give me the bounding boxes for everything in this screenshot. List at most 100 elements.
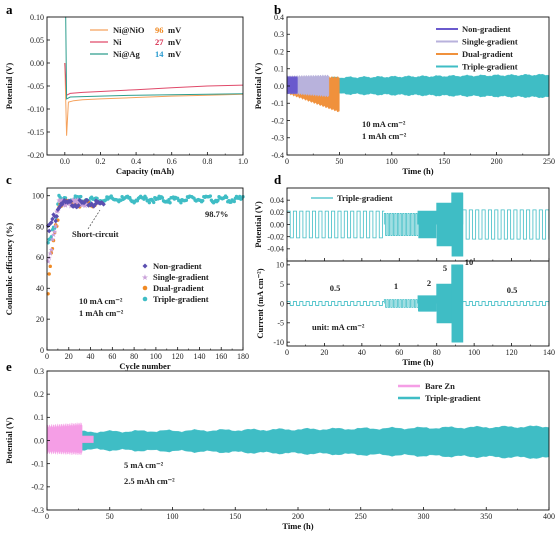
- point-Non-gradient: [46, 228, 52, 234]
- rate-label-1: 1: [394, 281, 398, 291]
- rate-label-0: 0.5: [330, 283, 341, 293]
- panel-d-xlabel: Time (h): [402, 357, 433, 367]
- point-Triple-gradient: [184, 198, 189, 202]
- panel-c-annotation-ce: 98.7%: [205, 209, 228, 219]
- series-band-Triple-gradient: [46, 425, 550, 459]
- panel-b-xtick-label: 150: [438, 157, 450, 166]
- point-Triple-gradient: [201, 198, 205, 203]
- panel-c-ytick-label: 100: [32, 192, 44, 201]
- legend-label-Triple-gradient: Triple-gradient: [153, 294, 209, 304]
- panel-letter-a: a: [6, 2, 13, 17]
- panel-d-bottom-xtick-label: 100: [468, 348, 480, 357]
- panel-e-annotation-current: 5 mA cm⁻²: [124, 460, 164, 470]
- point-Single-gradient: [49, 236, 56, 242]
- series-line-Ni: [64, 62, 244, 96]
- current-block-10: [451, 264, 463, 343]
- panel-c-ytick-label: 20: [36, 315, 44, 324]
- panel-a-ylabel: Potential (V): [4, 63, 14, 110]
- point-Non-gradient: [61, 199, 66, 205]
- panel-c-ytick-label: 60: [36, 253, 44, 262]
- panel-b-xtick-label: 50: [335, 157, 343, 166]
- legend-label-Single-gradient: Single-gradient: [153, 272, 209, 282]
- point-Non-gradient: [91, 203, 97, 209]
- point-Triple-gradient: [144, 196, 148, 200]
- point-Non-gradient: [55, 207, 61, 212]
- legend-label-Triple-gradient: Triple-gradient: [425, 393, 481, 403]
- panel-c-xtick-label: 20: [65, 352, 73, 361]
- panel-d-bottom-ytick-label: 10: [276, 261, 284, 270]
- panel-c-ylabel: Coulombic efficiency (%): [4, 223, 14, 316]
- panel-c-xtick-label: 140: [193, 352, 205, 361]
- legend-marker-Dual-gradient: [142, 285, 148, 291]
- legend-unit-Ni@Ag: mV: [168, 49, 182, 59]
- panel-e-ylabel: Potential (V): [4, 417, 14, 464]
- legend-label-Dual-gradient: Dual-gradient: [462, 49, 513, 59]
- panel-c-xtick-label: 40: [87, 352, 95, 361]
- panel-d-bottom-ytick-label: -10: [273, 338, 284, 347]
- point-Triple-gradient: [147, 200, 152, 205]
- panel-d-bottom-xtick-label: 140: [543, 348, 555, 357]
- panel-c-annotation-short-circuit: Short-circuit: [72, 229, 119, 239]
- panel-b-xtick-label: 0: [285, 157, 289, 166]
- panel-letter-d: d: [274, 172, 282, 187]
- legend-label-Bare Zn: Bare Zn: [425, 381, 455, 391]
- panel-c-xtick-label: 160: [215, 352, 227, 361]
- panel-a-ytick-label: 0.10: [30, 13, 44, 22]
- panel-e-ytick-label: 0.2: [34, 390, 44, 399]
- panel-b-annotation-capacity: 1 mAh cm⁻²: [362, 131, 407, 141]
- panel-a-xtick-label: 0.8: [202, 157, 212, 166]
- panel-d-top-ytick-label: 0.02: [270, 208, 284, 217]
- panel-a-ytick-label: 0.00: [30, 59, 44, 68]
- point-Triple-gradient: [168, 201, 172, 205]
- panel-d-bottom-ytick-label: 5: [280, 280, 284, 289]
- short-circuit-pointer: [87, 209, 101, 230]
- panel-a-xtick-label: 1.0: [238, 157, 248, 166]
- rate-label-5: 0.5: [507, 285, 518, 295]
- legend-value-Ni@Ag: 14: [155, 49, 164, 59]
- legend-value-Ni: 27: [155, 37, 164, 47]
- point-Non-gradient: [78, 198, 83, 204]
- panel-e-xlabel: Time (h): [282, 521, 313, 531]
- panel-a-ytick-label: 0.05: [30, 36, 44, 45]
- point-Non-gradient: [50, 216, 55, 222]
- point-Triple-gradient: [79, 194, 83, 199]
- panel-d-annotation-unit: unit: mA cm⁻²: [312, 322, 365, 332]
- panel-e-chart: 0 50 100 150 200 250 300 350 400 0.3 0.2 0.1 0.0 -0.1…: [4, 367, 555, 531]
- panel-d-bottom-xtick-label: 80: [433, 348, 441, 357]
- panel-e-ytick-label: -0.2: [31, 483, 44, 492]
- panel-b-annotation-current: 10 mA cm⁻²: [362, 119, 406, 129]
- legend-label-Non-gradient: Non-gradient: [153, 261, 202, 271]
- point-Non-gradient: [92, 202, 98, 208]
- panel-a-chart: 0.0 0.2 0.4 0.6 0.8 1.0 0.10 0.05 0.00 -0.05 -0.10…: [4, 13, 248, 176]
- legend-label-Triple-gradient: Triple-gradient: [462, 62, 518, 72]
- panel-e-xtick-label: 50: [106, 512, 114, 521]
- point-Triple-gradient: [179, 201, 183, 205]
- legend-label-Single-gradient: Single-gradient: [462, 37, 518, 47]
- panel-a-xtick-label: 0.6: [167, 157, 177, 166]
- point-Non-gradient: [81, 200, 87, 206]
- point-Triple-gradient: [160, 196, 165, 200]
- legend-label-Ni@NiO: Ni@NiO: [113, 25, 145, 35]
- panel-c-chart: 0 20 40 60 80 100 120 140 160 180 100 80 60 40 20 0 Coul…: [4, 187, 249, 371]
- panel-letter-b: b: [274, 2, 281, 17]
- panel-e-xtick-label: 400: [543, 512, 555, 521]
- legend-label-Ni: Ni: [113, 37, 122, 47]
- panel-c-xtick-label: 120: [172, 352, 184, 361]
- point-Triple-gradient: [216, 198, 220, 203]
- point-Single-gradient: [50, 232, 57, 238]
- panel-b-ytick-label: -0.1: [271, 99, 284, 108]
- series-band-Non-gradient: [286, 76, 298, 95]
- panel-d-top-ytick-label: -0.04: [267, 245, 284, 254]
- panel-b-ytick-label: -0.3: [271, 134, 284, 143]
- rate-label-3: 5: [443, 263, 447, 273]
- panel-e-ytick-label: -0.3: [31, 506, 44, 515]
- panel-e-xtick-label: 300: [418, 512, 430, 521]
- panel-d-bottom-xtick-label: 120: [506, 348, 518, 357]
- legend-unit-Ni: mV: [168, 37, 182, 47]
- panel-a-ytick-label: -0.15: [27, 128, 44, 137]
- panel-c-xtick-label: 180: [237, 352, 249, 361]
- point-Single-gradient: [53, 223, 59, 229]
- point-Non-gradient: [65, 200, 70, 205]
- point-Non-gradient: [68, 198, 74, 204]
- point-Dual-gradient: [48, 264, 52, 269]
